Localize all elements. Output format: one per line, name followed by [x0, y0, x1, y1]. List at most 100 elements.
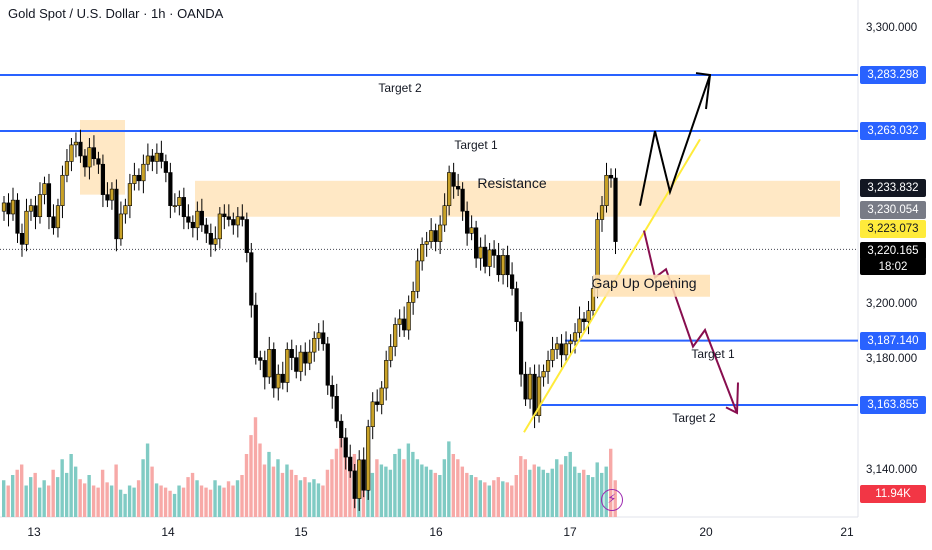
volume-bar [217, 485, 222, 517]
candle [150, 155, 155, 162]
volume-bar [393, 454, 397, 517]
candle [87, 147, 92, 168]
price-tick-label: 3,300.000 [866, 21, 918, 34]
candle [78, 141, 83, 157]
candle [357, 459, 362, 499]
candle [33, 205, 38, 218]
volume-bar [159, 485, 163, 517]
candle [172, 205, 177, 207]
volume-bar [568, 451, 572, 517]
price-badge: 3,233.832 [860, 179, 926, 197]
volume-bar [222, 487, 226, 517]
candle [339, 420, 344, 439]
volume-bar [33, 472, 37, 517]
volume-bar [303, 477, 307, 517]
volume-bar [307, 482, 312, 517]
volume-bar [559, 464, 563, 517]
volume-bar [78, 479, 82, 517]
candle [154, 152, 159, 162]
volume-bar [478, 480, 483, 517]
candle [231, 219, 236, 226]
candle [518, 321, 524, 375]
candle [280, 373, 285, 383]
volume-bar [163, 487, 168, 517]
candle [55, 205, 61, 229]
volume-bar [267, 451, 271, 517]
candle [402, 318, 407, 331]
volume-bar [483, 482, 487, 517]
candle [384, 360, 389, 389]
candle [330, 384, 335, 397]
chart-title: Gold Spot / U.S. Dollar · 1h · OANDA [8, 6, 224, 21]
candle [456, 186, 461, 190]
candle [226, 216, 231, 220]
candle [240, 216, 245, 220]
volume-bar [528, 469, 532, 517]
candle [15, 199, 20, 234]
volume-bar [213, 480, 217, 517]
volume-bar [181, 487, 186, 517]
candle [545, 360, 551, 372]
candle [258, 357, 263, 361]
volume-bar [249, 435, 253, 517]
lightning-icon[interactable]: ⚡ [601, 489, 623, 511]
candle [325, 343, 330, 386]
candle [105, 194, 110, 201]
candle [190, 221, 195, 229]
candle [253, 304, 258, 358]
candle [586, 310, 591, 323]
volume-bar [73, 466, 78, 517]
volume-bar [438, 475, 442, 517]
level-price-badge: 3,187.140 [860, 331, 926, 350]
candle [208, 233, 213, 245]
bearish-arrowhead [725, 382, 739, 415]
volume-bar [168, 490, 172, 517]
volume-bar [397, 448, 402, 517]
candle [289, 349, 294, 358]
price-tick-label: 3,180.000 [866, 353, 918, 366]
candle [514, 288, 519, 323]
volume-bar [420, 464, 424, 517]
candle [496, 255, 501, 276]
bullish-arrowhead [695, 72, 712, 110]
candle [213, 238, 218, 245]
candle [478, 246, 483, 259]
candle [82, 155, 88, 168]
candle [276, 373, 281, 389]
volume-bar [388, 469, 393, 517]
candle [559, 343, 564, 356]
candle [334, 396, 339, 422]
volume-bar [15, 469, 19, 517]
candle [244, 219, 249, 253]
candle [267, 349, 272, 378]
candle [568, 340, 573, 345]
candle [37, 194, 43, 218]
volume-bar [591, 477, 595, 517]
candle [393, 324, 398, 347]
price-badge: 3,230.054 [860, 201, 926, 219]
volume-bar [231, 485, 235, 517]
volume-bar [154, 483, 159, 517]
candle [271, 349, 276, 389]
candle [141, 163, 146, 182]
volume-bar [253, 417, 258, 517]
volume-bar [564, 456, 568, 517]
volume-bar [87, 475, 91, 517]
volume-bar [411, 451, 415, 517]
candle [285, 349, 290, 383]
volume-bar [109, 485, 114, 517]
candle [262, 360, 267, 378]
candle [343, 437, 348, 458]
volume-bar [573, 466, 577, 517]
candle [500, 255, 506, 276]
candle [348, 456, 353, 472]
candle [420, 244, 425, 262]
volume-bar [496, 477, 500, 517]
volume-bar [82, 483, 87, 517]
candle [352, 470, 357, 499]
price-badge: 3,223.073 [860, 220, 926, 238]
volume-bar [424, 466, 429, 517]
candle [181, 197, 186, 218]
volume-bar [510, 485, 514, 517]
